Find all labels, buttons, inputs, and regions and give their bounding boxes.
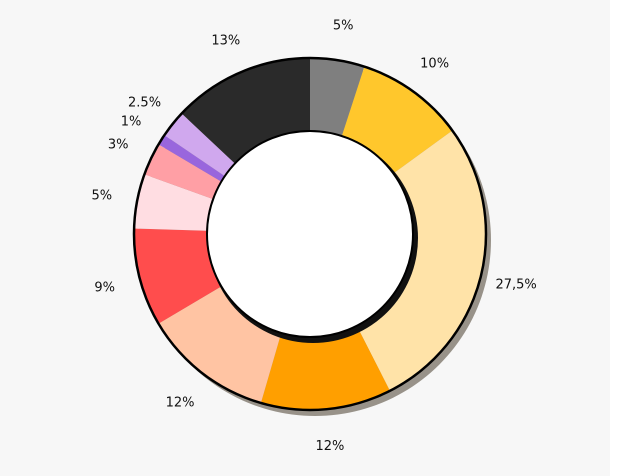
- donut-slice: [341, 66, 453, 174]
- donut-slice: [260, 325, 390, 410]
- ring-outline: [132, 56, 488, 412]
- slice-label: 10%: [420, 56, 449, 71]
- donut-slice: [134, 174, 214, 231]
- donut-slice: [158, 286, 282, 404]
- slice-label: 13%: [211, 33, 240, 48]
- slice-label: 12%: [166, 396, 195, 411]
- donut-slice: [134, 228, 222, 324]
- slice-label: 2.5%: [128, 95, 161, 110]
- donut-slice: [164, 113, 235, 177]
- slice-label: 5%: [91, 188, 112, 203]
- slice-label: 9%: [94, 281, 115, 296]
- donut-outline: [132, 56, 488, 412]
- slice-label: 27,5%: [495, 277, 536, 292]
- slice-labels: 5% 10% 27,5% 12% 12% 9% 5% 3% 1% 2.5% 13%: [91, 19, 536, 454]
- donut-slice: [158, 135, 225, 182]
- slice-label: 12%: [315, 439, 344, 454]
- slice-label: 1%: [121, 114, 142, 129]
- donut-slice: [144, 144, 222, 200]
- slice-label: 5%: [333, 19, 354, 34]
- donut-slice: [310, 58, 365, 137]
- donut-slices: [134, 58, 486, 410]
- donut-slice: [356, 130, 486, 391]
- slice-label: 3%: [108, 138, 129, 153]
- donut-slice: [181, 58, 310, 164]
- donut-hole: [206, 130, 414, 338]
- right-edge-strip: [610, 0, 622, 476]
